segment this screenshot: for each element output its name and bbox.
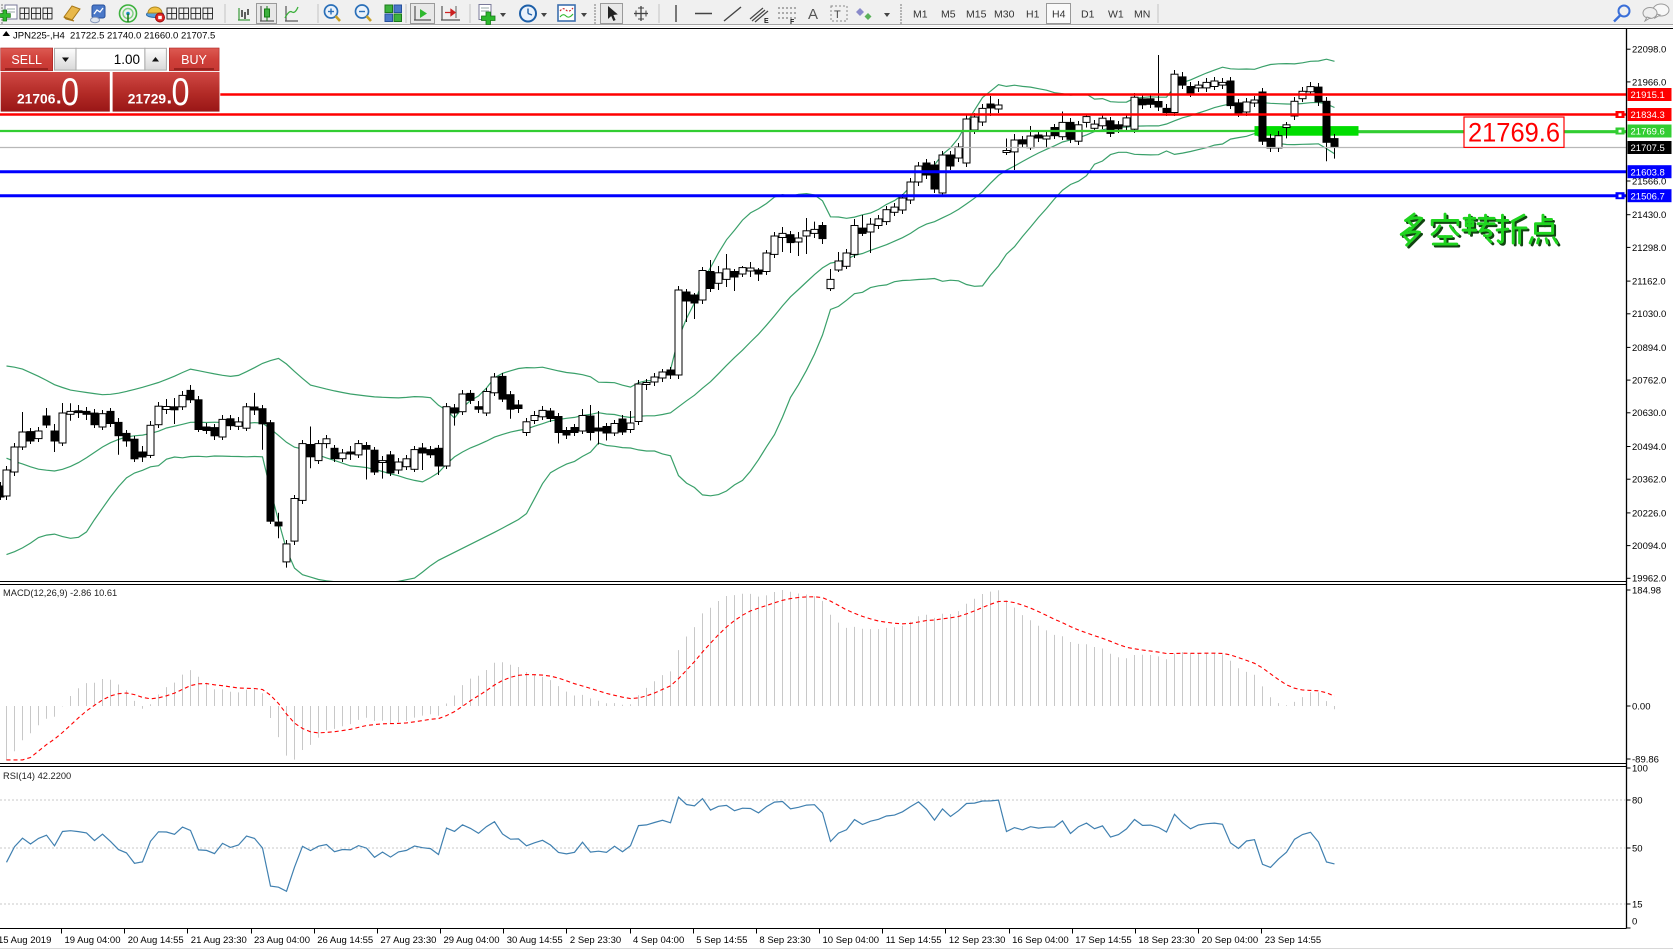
svg-text:23 Aug 04:00: 23 Aug 04:00 [254,935,310,946]
svg-text:20094.0: 20094.0 [1632,541,1666,552]
svg-text:21707.5: 21707.5 [1631,143,1665,154]
svg-text:E: E [764,18,769,25]
svg-text:19962.0: 19962.0 [1632,574,1666,585]
svg-text:M15: M15 [966,9,987,21]
svg-text:-89.86: -89.86 [1632,755,1659,766]
svg-text:JPN225-,H4 21722.5 21740.0 21: JPN225-,H4 21722.5 21740.0 21660.0 21707… [13,30,215,41]
svg-text:0.00: 0.00 [1632,702,1651,713]
svg-text:19 Aug 04:00: 19 Aug 04:00 [65,935,121,946]
svg-text:0: 0 [61,71,79,114]
svg-text:H4: H4 [1052,9,1066,21]
svg-text:M1: M1 [913,9,928,21]
svg-text:H1: H1 [1026,9,1040,21]
svg-text:F: F [790,19,795,26]
svg-text:27 Aug 23:30: 27 Aug 23:30 [380,935,436,946]
svg-text:21729: 21729 [128,91,167,106]
svg-text:17 Sep 14:55: 17 Sep 14:55 [1075,935,1132,946]
svg-text:W1: W1 [1108,9,1124,21]
svg-text:15: 15 [1632,899,1643,910]
svg-text:.: . [167,87,173,109]
svg-text:50: 50 [1632,843,1643,854]
svg-text:18 Sep 23:30: 18 Sep 23:30 [1138,935,1195,946]
svg-text:100: 100 [1632,763,1648,774]
svg-text:T: T [834,9,841,21]
svg-text:RSI(14) 42.2200: RSI(14) 42.2200 [3,771,71,781]
svg-text:21966.0: 21966.0 [1632,77,1666,88]
svg-text:20 Sep 04:00: 20 Sep 04:00 [1202,935,1259,946]
svg-text:M5: M5 [941,9,956,21]
svg-text:21769.6: 21769.6 [1631,127,1665,138]
svg-text:15 Aug 2019: 15 Aug 2019 [0,935,51,946]
svg-text:16 Sep 04:00: 16 Sep 04:00 [1012,935,1069,946]
svg-text:21915.1: 21915.1 [1631,90,1665,101]
svg-text:21769.6: 21769.6 [1468,118,1560,148]
svg-text:BUY: BUY [181,53,207,67]
svg-text:80: 80 [1632,795,1643,806]
svg-text:MACD(12,26,9) -2.86 10.61: MACD(12,26,9) -2.86 10.61 [3,588,117,598]
svg-text:MN: MN [1134,9,1150,21]
svg-text:.: . [56,87,62,109]
svg-text:21030.0: 21030.0 [1632,309,1666,320]
svg-text:21162.0: 21162.0 [1632,277,1666,288]
svg-text:M30: M30 [994,9,1015,21]
svg-text:5 Sep 14:55: 5 Sep 14:55 [696,935,747,946]
svg-text:184.98: 184.98 [1632,586,1661,597]
svg-text:21834.3: 21834.3 [1631,110,1665,121]
svg-text:30 Aug 14:55: 30 Aug 14:55 [507,935,563,946]
svg-text:SELL: SELL [11,53,42,67]
svg-text:20494.0: 20494.0 [1632,442,1666,453]
svg-text:20 Aug 14:55: 20 Aug 14:55 [128,935,184,946]
svg-text:10 Sep 04:00: 10 Sep 04:00 [823,935,880,946]
svg-text:20630.0: 20630.0 [1632,408,1666,419]
svg-text:21 Aug 23:30: 21 Aug 23:30 [191,935,247,946]
svg-text:21430.0: 21430.0 [1632,210,1666,221]
svg-text:20762.0: 20762.0 [1632,376,1666,387]
svg-text:29 Aug 04:00: 29 Aug 04:00 [444,935,500,946]
svg-text:20894.0: 20894.0 [1632,343,1666,354]
svg-text:21706: 21706 [17,91,56,106]
svg-text:20226.0: 20226.0 [1632,508,1666,519]
svg-text:20362.0: 20362.0 [1632,475,1666,486]
svg-text:23 Sep 14:55: 23 Sep 14:55 [1265,935,1322,946]
svg-text:D1: D1 [1081,9,1095,21]
svg-text:0: 0 [1632,917,1637,928]
svg-text:21298.0: 21298.0 [1632,243,1666,254]
svg-text:1.00: 1.00 [114,52,140,67]
svg-text:8 Sep 23:30: 8 Sep 23:30 [759,935,810,946]
svg-text:21566.0: 21566.0 [1632,176,1666,187]
svg-text:4 Sep 04:00: 4 Sep 04:00 [633,935,684,946]
svg-text:2 Sep 23:30: 2 Sep 23:30 [570,935,621,946]
svg-text:21603.8: 21603.8 [1631,167,1665,178]
svg-text:11 Sep 14:55: 11 Sep 14:55 [886,935,942,946]
svg-text:22098.0: 22098.0 [1632,45,1666,56]
svg-text:A: A [808,6,818,23]
svg-text:21506.7: 21506.7 [1631,191,1665,202]
svg-text:0: 0 [172,71,190,114]
svg-text:26 Aug 14:55: 26 Aug 14:55 [317,935,373,946]
svg-text:12 Sep 23:30: 12 Sep 23:30 [949,935,1006,946]
